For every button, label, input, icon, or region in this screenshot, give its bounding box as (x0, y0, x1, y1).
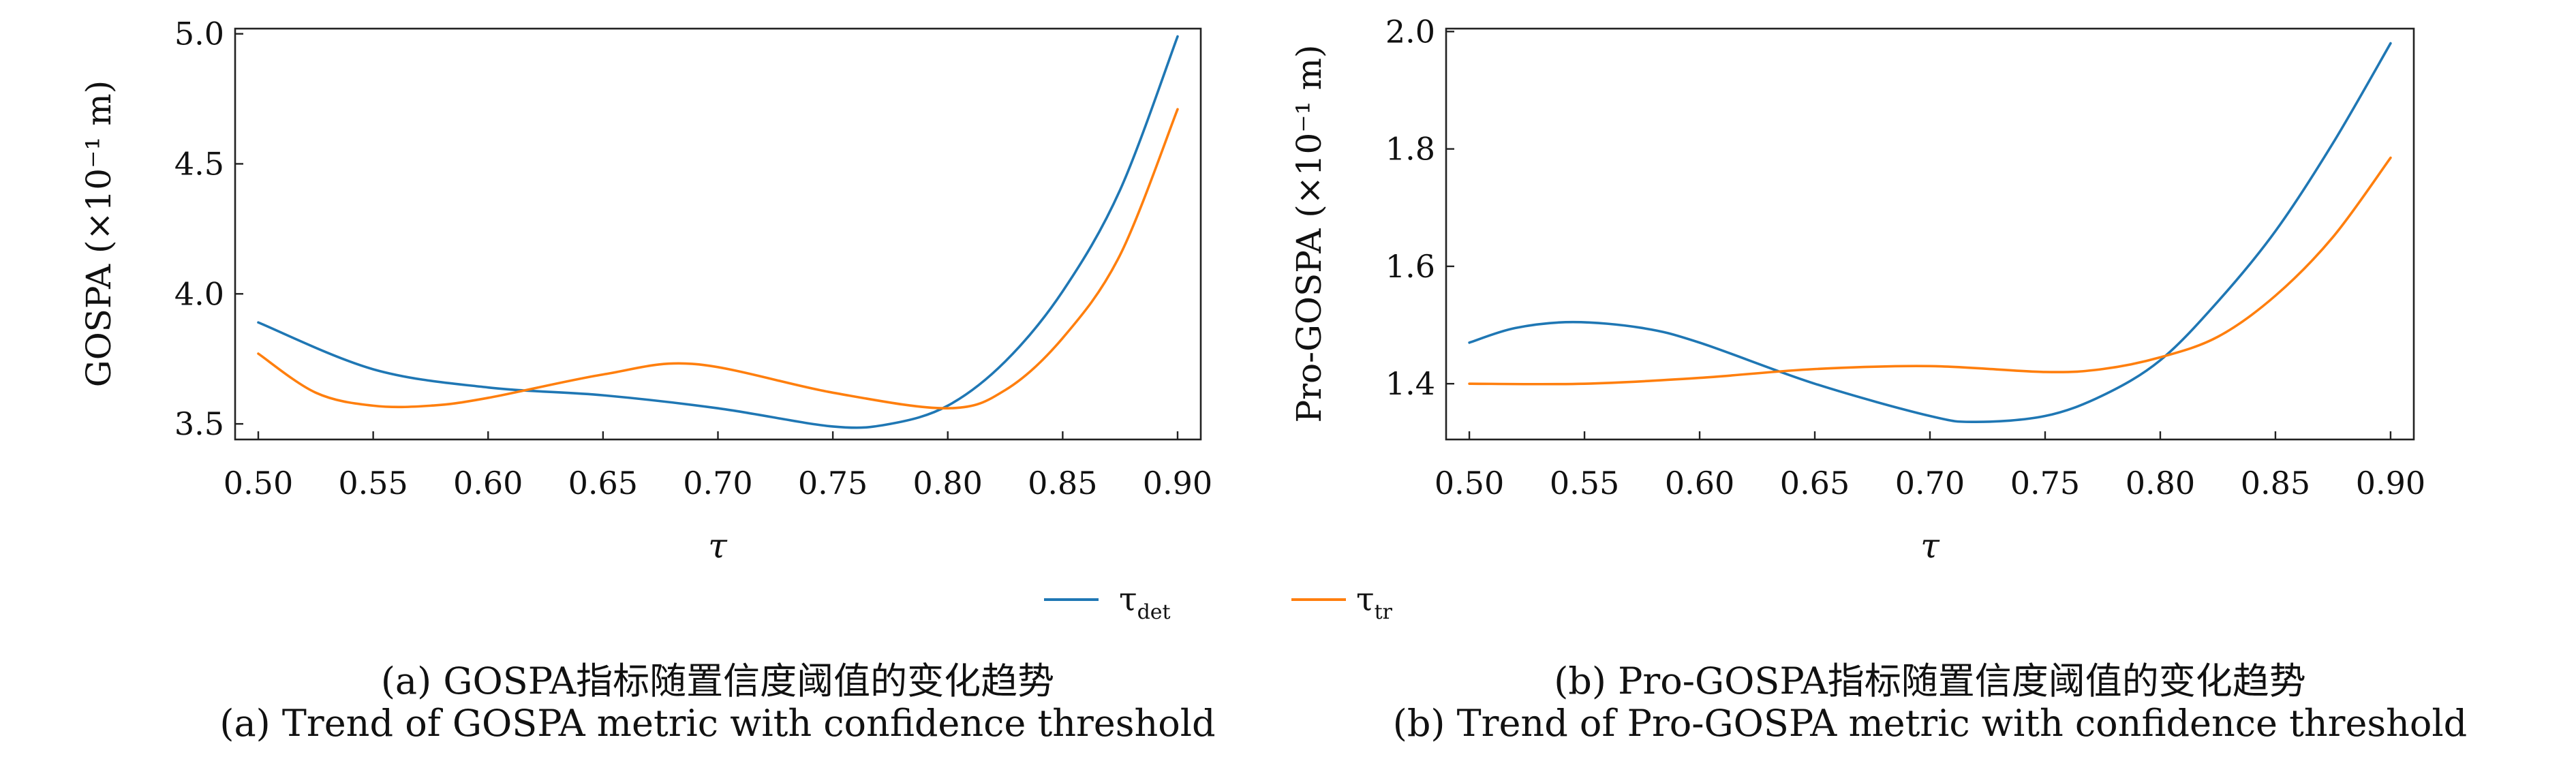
legend-subscript: tr (1375, 600, 1393, 624)
legend: τdet τtr (1044, 581, 1393, 624)
legend-label-tr: τtr (1356, 581, 1393, 624)
x-tick-label: 0.75 (798, 465, 868, 501)
plot-frame (1445, 27, 2415, 441)
legend-label-det: τdet (1119, 581, 1171, 624)
x-axis-title: τ (1920, 526, 1940, 566)
y-axis: 3.5 4.0 4.5 5.0 (174, 16, 243, 442)
series-line-tau-det (257, 35, 1179, 429)
x-tick-label: 0.85 (1028, 465, 1097, 501)
y-tick-label: 2.0 (1385, 13, 1435, 50)
x-tick-label: 0.80 (2126, 465, 2195, 501)
legend-subscript: det (1137, 600, 1171, 624)
x-tick-label: 0.85 (2241, 465, 2310, 501)
x-tick-label: 0.60 (1665, 465, 1734, 501)
caption-a-zh: (a) GOSPA指标随置信度阈值的变化趋势 (380, 660, 1055, 702)
caption-b-zh: (b) Pro-GOSPA指标随置信度阈值的变化趋势 (1554, 660, 2306, 702)
y-tick-label: 4.5 (174, 145, 224, 182)
y-tick-label: 3.5 (174, 405, 224, 442)
x-tick-label: 0.70 (683, 465, 752, 501)
x-tick-label: 0.50 (224, 465, 293, 501)
series-layer (1468, 42, 2392, 423)
legend-symbol: τ (1356, 581, 1375, 619)
x-tick-label: 0.55 (1550, 465, 1619, 501)
plot-frame (234, 27, 1202, 441)
y-tick-label: 4.0 (174, 275, 224, 312)
caption-b-en: (b) Trend of Pro-GOSPA metric with confi… (1392, 702, 2468, 745)
x-axis: 0.50 0.55 0.60 0.65 0.70 0.75 0.80 0.85 0.90 (1435, 431, 2425, 501)
y-tick-label: 1.8 (1385, 131, 1435, 168)
y-tick-label: 1.4 (1385, 365, 1435, 402)
y-axis: 1.4 1.6 1.8 2.0 (1385, 13, 1454, 402)
x-tick-label: 0.55 (338, 465, 408, 501)
series-layer (257, 35, 1179, 429)
x-axis: 0.50 0.55 0.60 0.65 0.70 0.75 0.80 0.85 0.90 (224, 431, 1212, 501)
x-tick-label: 0.70 (1895, 465, 1965, 501)
x-tick-label: 0.50 (1435, 465, 1504, 501)
caption-a-en: (a) Trend of GOSPA metric with confidenc… (219, 702, 1216, 745)
y-axis-title: Pro-GOSPA (×10⁻¹ m) (1289, 44, 1329, 422)
x-tick-label: 0.65 (1780, 465, 1850, 501)
chart-pro-gospa: 0.50 0.55 0.60 0.65 0.70 0.75 0.80 0.85 0.90 1.4… (1289, 13, 2425, 566)
x-tick-label: 0.60 (453, 465, 523, 501)
y-axis-title: GOSPA (×10⁻¹ m) (79, 80, 119, 388)
series-line-tau-tr (1468, 156, 2392, 386)
x-tick-label: 0.80 (913, 465, 983, 501)
x-tick-label: 0.65 (568, 465, 638, 501)
chart-gospa: 0.50 0.55 0.60 0.65 0.70 0.75 0.80 0.85 0.90 3.5… (79, 16, 1212, 566)
y-tick-label: 5.0 (174, 16, 224, 52)
x-axis-title: τ (708, 526, 728, 566)
series-line-tau-det (1468, 42, 2392, 423)
series-line-tau-tr (257, 108, 1179, 410)
x-tick-label: 0.90 (1143, 465, 1212, 501)
x-tick-label: 0.75 (2010, 465, 2080, 501)
legend-symbol: τ (1119, 581, 1137, 619)
x-tick-label: 0.90 (2356, 465, 2425, 501)
y-tick-label: 1.6 (1385, 248, 1435, 285)
